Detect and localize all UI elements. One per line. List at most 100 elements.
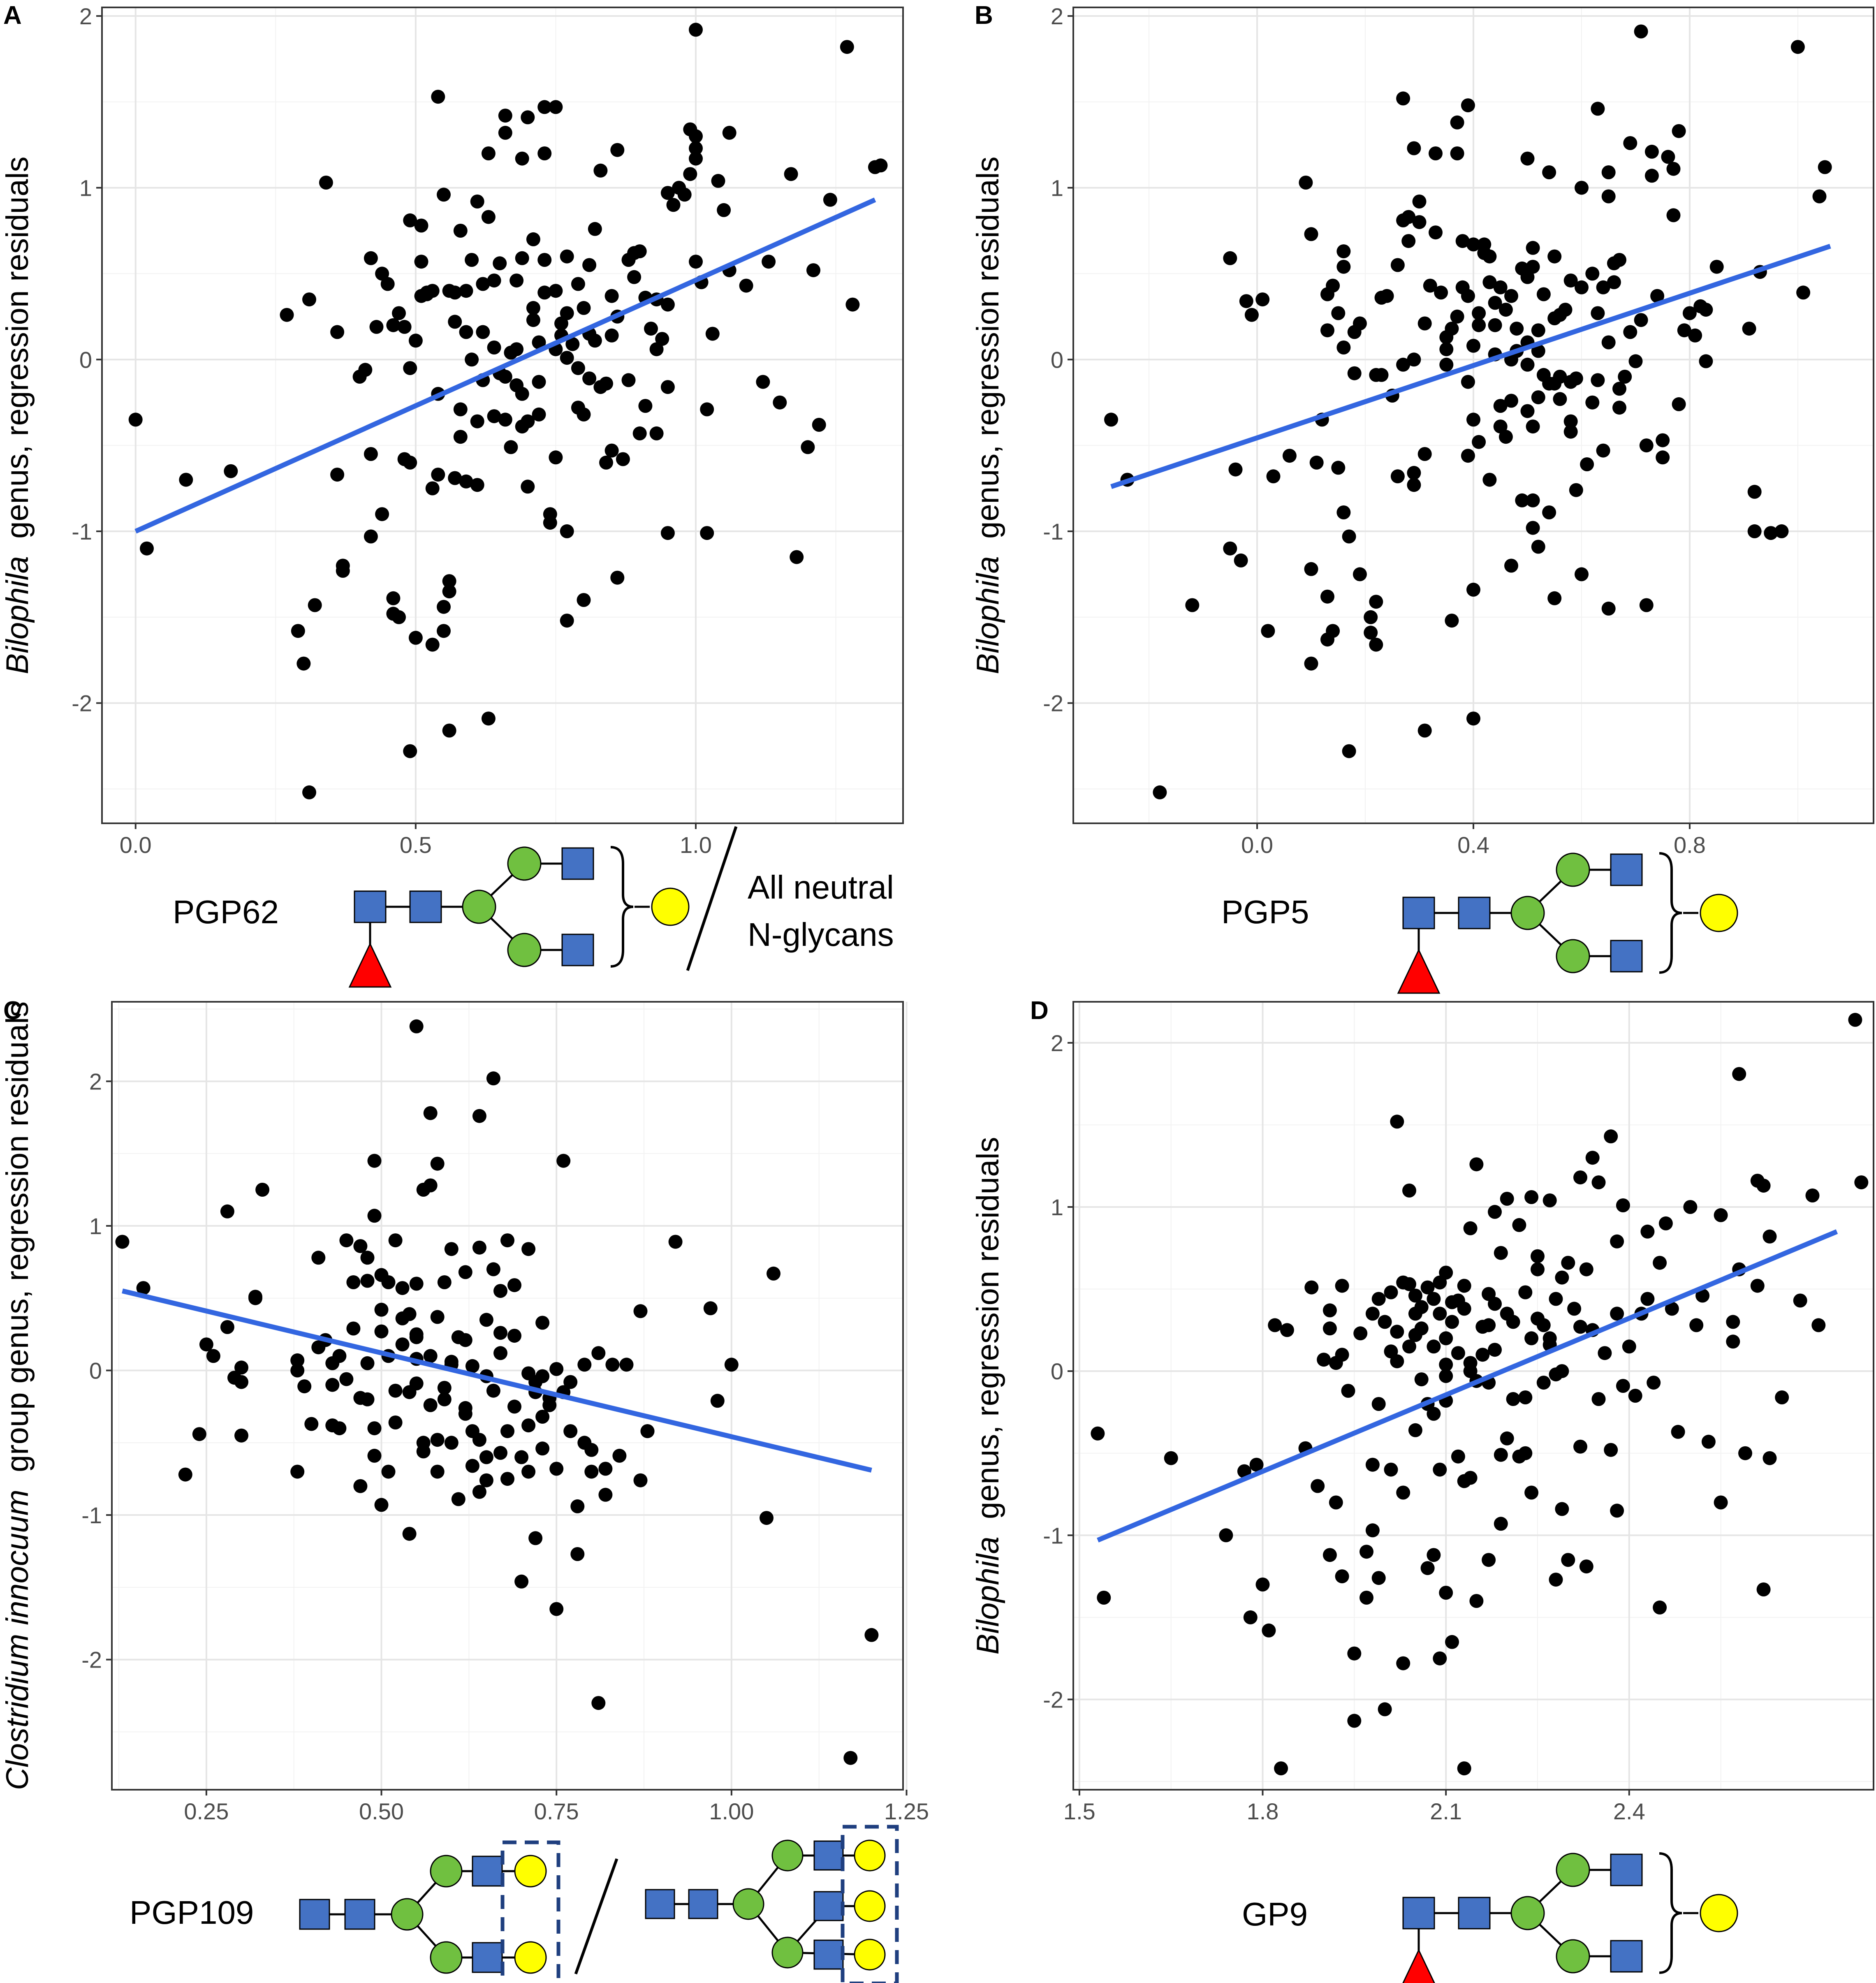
- data-point: [1493, 280, 1508, 294]
- data-point: [1575, 181, 1589, 195]
- data-point: [1439, 1369, 1453, 1383]
- data-point: [430, 1433, 445, 1447]
- data-point: [332, 1349, 347, 1363]
- data-point: [1811, 1318, 1826, 1332]
- data-point: [577, 301, 591, 315]
- data-point: [290, 1464, 305, 1479]
- data-point: [1854, 1175, 1869, 1190]
- data-point: [1650, 289, 1665, 303]
- data-point: [1596, 280, 1610, 294]
- data-point: [1488, 1343, 1502, 1357]
- data-point: [1429, 225, 1443, 240]
- data-point: [1639, 438, 1654, 453]
- x-title-gp9: GP9: [1242, 1896, 1308, 1932]
- data-point: [1280, 1323, 1294, 1337]
- x-tick-label: 1.25: [884, 1798, 929, 1824]
- data-point: [843, 1751, 858, 1765]
- panel-letter-c: C: [3, 996, 22, 1025]
- data-point: [437, 1275, 452, 1289]
- data-point: [1610, 1307, 1624, 1321]
- data-point: [1347, 1646, 1362, 1661]
- mannose-icon: [430, 1941, 463, 1974]
- data-point: [1756, 1179, 1771, 1193]
- data-point: [1616, 1379, 1630, 1393]
- data-point: [1634, 313, 1648, 327]
- data-point: [532, 407, 546, 422]
- data-point: [577, 407, 591, 422]
- data-point: [1466, 582, 1480, 597]
- data-point: [1790, 40, 1805, 54]
- data-point: [760, 1511, 774, 1525]
- data-point: [374, 1324, 389, 1339]
- data-point: [1239, 294, 1253, 308]
- galactose-icon: [854, 1939, 886, 1971]
- data-point: [1317, 1353, 1331, 1367]
- data-point: [302, 785, 316, 799]
- data-point: [1463, 1221, 1478, 1235]
- data-point: [1561, 1256, 1575, 1270]
- data-point: [1709, 259, 1724, 274]
- data-point: [178, 1467, 192, 1482]
- data-point: [1445, 322, 1459, 336]
- data-point: [1520, 404, 1535, 418]
- data-point: [1518, 1446, 1533, 1460]
- data-point: [1622, 1339, 1636, 1354]
- data-point: [610, 570, 625, 585]
- data-point: [1738, 1446, 1752, 1460]
- data-point: [1353, 316, 1367, 331]
- data-point: [437, 1392, 452, 1406]
- data-point: [353, 1479, 368, 1493]
- data-point: [1390, 469, 1405, 484]
- data-point: [1234, 553, 1248, 568]
- glcnac-icon: [354, 890, 387, 923]
- data-point: [563, 1424, 578, 1439]
- y-tick-label: 1: [89, 1213, 102, 1239]
- data-point: [1580, 457, 1594, 471]
- data-point: [1558, 303, 1573, 317]
- data-point: [500, 1424, 514, 1439]
- data-point: [330, 468, 345, 482]
- data-point: [1526, 493, 1540, 507]
- data-point: [470, 195, 484, 208]
- data-point: [458, 1406, 472, 1421]
- data-point: [479, 1450, 493, 1464]
- data-point: [465, 1359, 479, 1373]
- data-point: [577, 593, 591, 607]
- data-point: [660, 526, 675, 540]
- data-point: [1427, 1339, 1441, 1354]
- data-point: [431, 90, 445, 104]
- data-point: [409, 1327, 424, 1341]
- data-point: [1623, 325, 1637, 339]
- data-point: [1542, 505, 1556, 519]
- data-point: [864, 1628, 879, 1642]
- data-point: [1596, 443, 1610, 458]
- y-axis-title: Bilophila genus, regression residuals: [0, 157, 35, 674]
- data-point: [584, 1464, 599, 1479]
- data-point: [570, 1547, 585, 1561]
- data-point: [179, 473, 193, 487]
- data-point: [655, 332, 669, 346]
- data-point: [514, 1574, 529, 1589]
- data-point: [1618, 370, 1632, 384]
- data-point: [1429, 146, 1443, 160]
- data-point: [1091, 1426, 1105, 1441]
- data-point: [528, 1531, 543, 1545]
- y-axis-title-rest: genus, regression residuals: [970, 157, 1005, 556]
- data-point: [304, 1417, 319, 1431]
- mannose-icon: [771, 1839, 804, 1872]
- data-point: [1364, 625, 1378, 640]
- data-point: [1396, 1656, 1410, 1670]
- data-point: [1601, 165, 1616, 179]
- data-point: [1304, 1280, 1319, 1295]
- data-point: [1450, 115, 1464, 130]
- data-point: [374, 1498, 389, 1512]
- y-tick-label: 1: [1051, 175, 1063, 201]
- data-point: [571, 277, 585, 291]
- glcnac-icon: [1458, 1897, 1491, 1930]
- glcnac-icon: [561, 847, 594, 880]
- data-point: [1601, 601, 1616, 616]
- data-point: [640, 1424, 655, 1439]
- data-point: [220, 1204, 234, 1219]
- data-point: [1466, 711, 1480, 726]
- data-point: [535, 1410, 550, 1424]
